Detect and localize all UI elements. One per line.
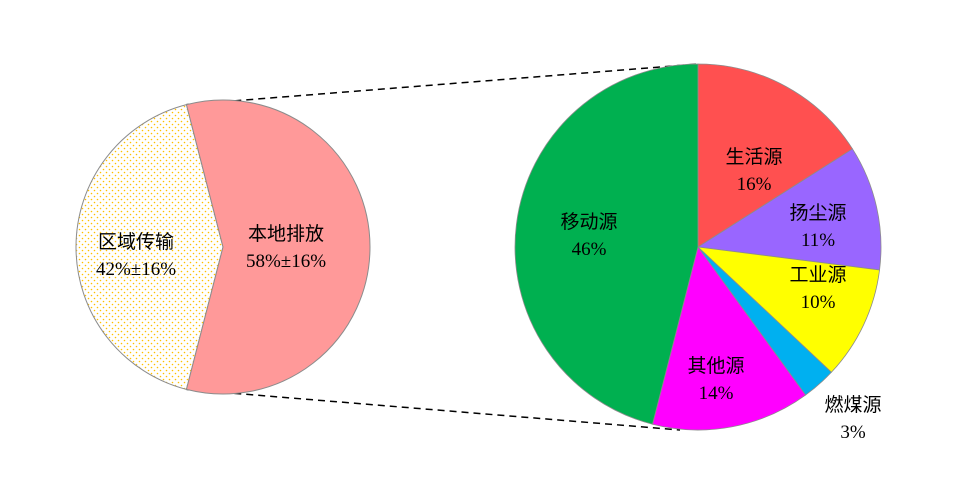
slice-0 [697, 63, 854, 248]
label-local-emission-value: 58%±16% [246, 251, 326, 272]
label-regional-transport-name: 区域传输 [98, 231, 174, 253]
slice-local-emission [185, 99, 371, 395]
data-labels: 区域传输 42%±16% 本地排放 58%±16% 生活源 16% 扬尘源 11% 工业源 10%… [96, 146, 882, 443]
slice-2 [696, 246, 881, 373]
connector-top [186, 63, 699, 106]
label-slice-0-value: 16% [737, 174, 772, 195]
label-slice-4-name: 其他源 [687, 355, 744, 377]
label-slice-3-name: 燃煤源 [824, 394, 881, 416]
left-pie [75, 99, 371, 395]
connector-bottom [186, 388, 681, 431]
slice-4 [652, 246, 807, 431]
label-slice-5-value: 46% [572, 239, 607, 260]
slice-5 [514, 63, 699, 425]
label-local-emission-name: 本地排放 [248, 223, 324, 245]
label-slice-4-value: 14% [699, 383, 734, 404]
label-slice-1-name: 扬尘源 [789, 202, 846, 224]
label-slice-1-value: 11% [801, 230, 835, 251]
label-regional-transport-value: 42%±16% [96, 259, 176, 280]
label-slice-0-name: 生活源 [725, 146, 782, 168]
slice-1 [696, 148, 882, 271]
right-pie [514, 63, 882, 431]
label-slice-3-value: 3% [840, 422, 866, 443]
label-slice-5-name: 移动源 [560, 211, 617, 233]
connector-lines [186, 63, 699, 431]
label-slice-2-name: 工业源 [789, 264, 846, 286]
label-slice-2-value: 10% [801, 292, 836, 313]
slice-regional-transport [75, 104, 224, 390]
